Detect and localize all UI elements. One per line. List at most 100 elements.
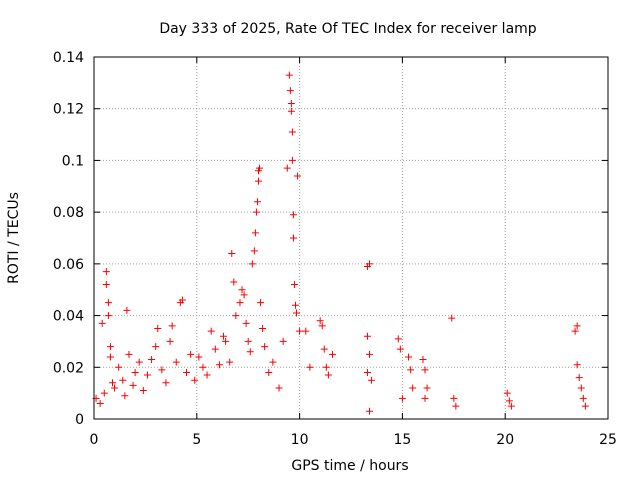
data-point: [405, 353, 413, 361]
data-point: [256, 164, 264, 172]
x-tick-label: 5: [192, 432, 201, 448]
data-point: [131, 368, 139, 376]
data-point: [220, 332, 228, 340]
data-point: [236, 299, 244, 307]
y-tick-label: 0: [75, 412, 84, 428]
data-point: [162, 379, 170, 387]
plot-frame: [93, 56, 609, 420]
data-point: [275, 384, 283, 392]
data-point: [102, 281, 110, 289]
data-point: [125, 350, 133, 358]
data-point: [294, 172, 302, 180]
data-point: [452, 402, 460, 410]
data-point: [242, 319, 250, 327]
data-point: [251, 229, 259, 237]
data-point: [250, 247, 258, 255]
chart-title: Day 333 of 2025, Rate Of TEC Index for r…: [159, 21, 536, 37]
data-point: [573, 322, 581, 330]
data-point: [240, 291, 248, 299]
data-point: [111, 384, 119, 392]
data-point: [507, 402, 515, 410]
data-point: [246, 348, 254, 356]
data-point: [293, 309, 301, 317]
data-point: [98, 319, 106, 327]
data-point: [253, 198, 261, 206]
y-tick-label: 0.14: [53, 50, 84, 66]
data-point: [366, 260, 374, 268]
data-point: [398, 394, 406, 402]
data-point: [166, 337, 174, 345]
y-tick-label: 0.08: [53, 205, 84, 221]
data-point: [148, 356, 156, 364]
data-point: [154, 325, 162, 332]
data-point: [261, 343, 269, 351]
data-point: [579, 394, 587, 402]
data-point: [119, 376, 127, 384]
data-point: [577, 384, 585, 392]
data-point: [328, 350, 336, 358]
data-point: [423, 384, 431, 392]
data-point: [104, 299, 112, 307]
y-tick-label: 0.04: [53, 309, 84, 325]
data-point: [419, 356, 427, 364]
data-point: [191, 376, 199, 384]
x-tick-label: 20: [496, 432, 514, 448]
data-point: [252, 208, 260, 216]
data-point: [106, 353, 114, 361]
x-axis-title: GPS time / hours: [291, 458, 408, 474]
data-point: [368, 376, 376, 384]
data-point: [230, 278, 238, 286]
data-point: [575, 374, 583, 382]
data-point: [322, 363, 330, 371]
data-point: [571, 327, 579, 335]
data-point: [287, 100, 295, 108]
data-point: [183, 368, 191, 376]
data-point: [448, 314, 456, 322]
data-point: [106, 343, 114, 351]
data-point: [226, 358, 234, 366]
data-points: [92, 71, 589, 415]
y-tick-label: 0.06: [53, 257, 84, 273]
data-point: [302, 327, 310, 335]
grid: [94, 57, 608, 419]
data-point: [363, 332, 371, 340]
x-tick-label: 0: [90, 432, 99, 448]
data-point: [421, 366, 429, 374]
data-point: [366, 407, 374, 415]
data-point: [503, 389, 511, 397]
data-point: [168, 322, 176, 330]
data-point: [316, 317, 324, 325]
data-point: [269, 358, 277, 366]
data-point: [195, 353, 203, 361]
data-point: [286, 87, 294, 95]
x-tick-label: 10: [291, 432, 309, 448]
data-point: [394, 335, 402, 343]
data-point: [232, 312, 240, 320]
data-point: [102, 268, 110, 276]
data-point: [222, 337, 230, 345]
data-point: [407, 366, 415, 374]
x-tick-label: 15: [393, 432, 411, 448]
data-point: [287, 107, 295, 115]
data-point: [396, 345, 404, 353]
data-point: [291, 301, 299, 309]
data-point: [123, 306, 131, 314]
data-point: [505, 397, 513, 405]
data-point: [289, 234, 297, 242]
data-point: [254, 177, 262, 185]
data-point: [320, 345, 328, 353]
y-tick-label: 0.12: [53, 102, 84, 118]
data-point: [135, 358, 143, 366]
data-point: [109, 379, 117, 387]
data-point: [581, 402, 589, 410]
data-point: [158, 366, 166, 374]
data-point: [139, 387, 147, 395]
data-point: [172, 358, 180, 366]
data-point: [115, 363, 123, 371]
data-point: [215, 361, 223, 369]
data-point: [238, 286, 246, 294]
data-point: [366, 350, 374, 358]
data-point: [288, 128, 296, 136]
data-point: [199, 363, 207, 371]
